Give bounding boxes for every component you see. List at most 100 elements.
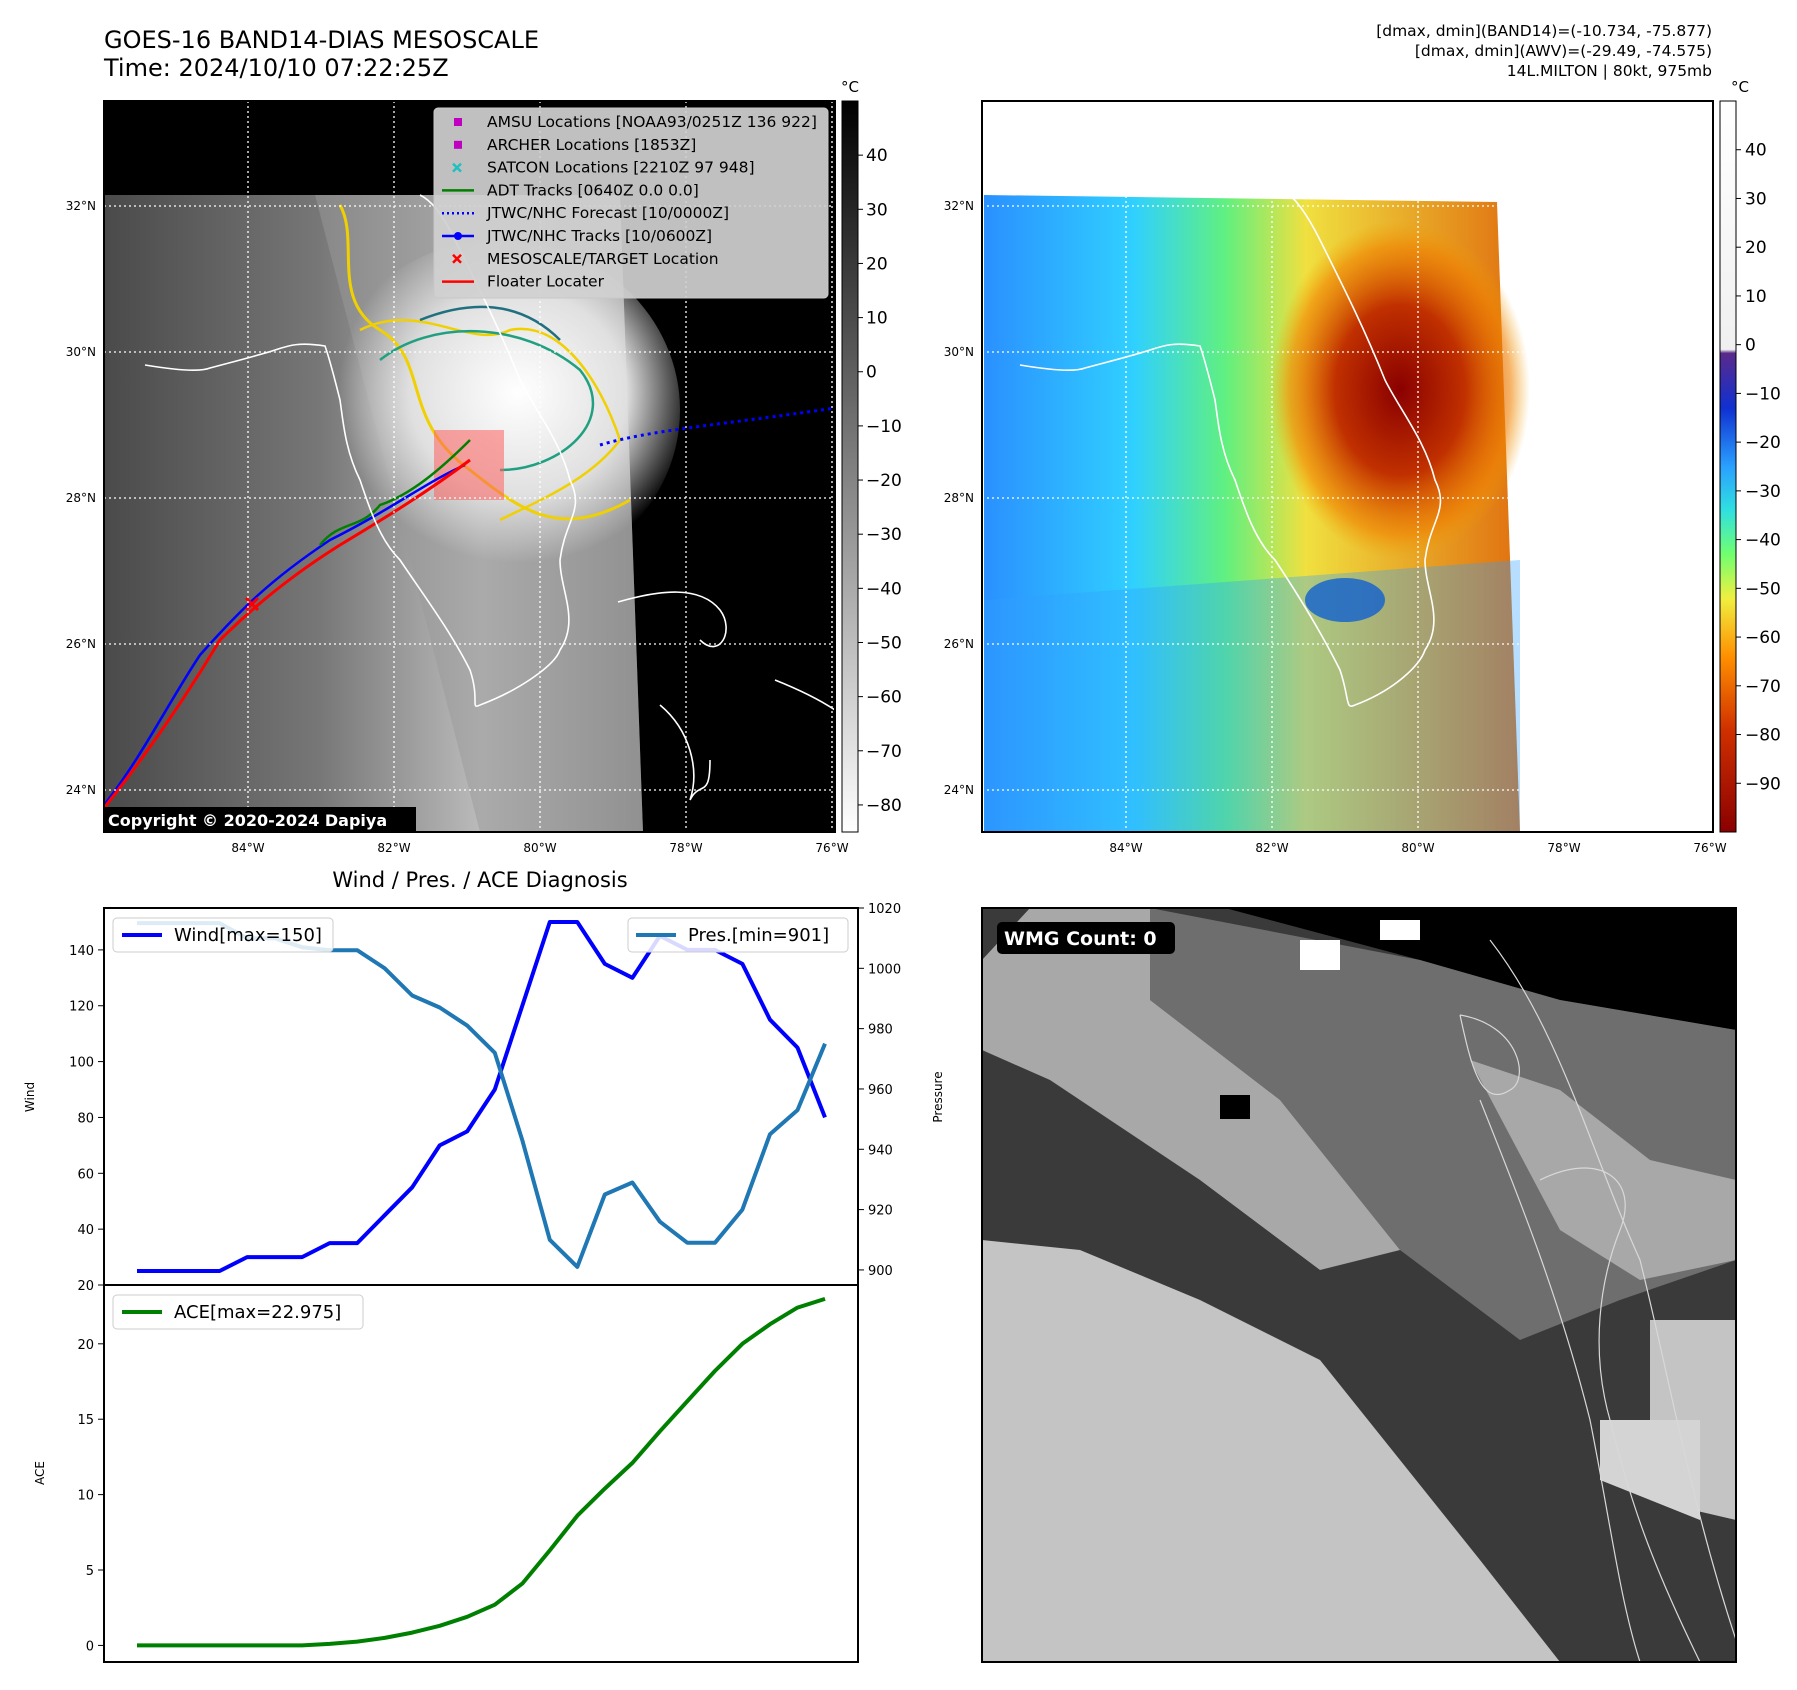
- gray-colorbar-tick-label: −50: [866, 633, 902, 653]
- wmg-warmest-region: [982, 1240, 1560, 1662]
- lon-label: 78°W: [669, 841, 702, 855]
- gray-colorbar-tick-label: −30: [866, 525, 902, 545]
- ace-tick-label: 10: [77, 1489, 94, 1504]
- ace-chart: 0 5 10 15 20 ACE[max=22.975]: [77, 1285, 858, 1662]
- ace-legend-label: ACE[max=22.975]: [174, 1302, 341, 1323]
- ace-axis-label: ACE: [33, 1461, 47, 1485]
- gray-colorbar-tick-label: −20: [866, 471, 902, 491]
- color-colorbar-tick-label: 30: [1745, 189, 1767, 209]
- lon-label: 84°W: [231, 841, 264, 855]
- color-colorbar-tick-label: −30: [1745, 482, 1781, 502]
- floater-track: [104, 458, 471, 809]
- legend-entry: AMSU Locations [NOAA93/0251Z 136 922]: [454, 113, 817, 131]
- color-colorbar-tick-label: −80: [1745, 726, 1781, 746]
- legend-entry: JTWC/NHC Forecast [10/0000Z]: [442, 204, 729, 222]
- gray-colorbar-tick-label: −60: [866, 688, 902, 708]
- lat-label: 26°N: [66, 637, 96, 651]
- pressure-tick-label: 960: [868, 1083, 893, 1098]
- lon-label: 76°W: [815, 841, 848, 855]
- legend-entry: ADT Tracks [0640Z 0.0 0.0]: [442, 181, 699, 199]
- legend-label: ADT Tracks [0640Z 0.0 0.0]: [487, 181, 699, 199]
- copyright-box: [104, 807, 416, 831]
- adt-track: [319, 439, 471, 546]
- wmg-warm-region: [982, 908, 1400, 1270]
- gray-colorbar-tick-label: 20: [866, 254, 888, 274]
- wind-tick-label: 140: [69, 944, 94, 959]
- wind-pressure-chart: 20 40 60 80 100 120 140 900 920 940 960 980 1000 1020…: [69, 902, 901, 1294]
- lon-label: 78°W: [1547, 841, 1580, 855]
- wind-tick-label: 120: [69, 1000, 94, 1015]
- ace-legend-box: [112, 1294, 364, 1330]
- wind-axis-label: Wind: [23, 1082, 37, 1112]
- color-colorbar-unit: °C: [1731, 78, 1749, 96]
- legend-entry: JTWC/NHC Tracks [10/0600Z]: [442, 227, 712, 245]
- lon-label: 80°W: [1401, 841, 1434, 855]
- pressure-tick-label: 1000: [868, 962, 901, 977]
- wind-tick-label: 40: [77, 1223, 94, 1238]
- gray-colorbar-tick-label: −40: [866, 579, 902, 599]
- gray-colorbar-unit: °C: [841, 78, 859, 96]
- wv-map-panel: [981, 100, 1714, 833]
- lon-label: 80°W: [523, 841, 556, 855]
- lat-label: 24°N: [944, 783, 974, 797]
- wind-legend-box: [112, 917, 334, 953]
- color-colorbar-tick-label: −10: [1745, 384, 1781, 404]
- ace-legend: ACE[max=22.975]: [112, 1294, 364, 1330]
- pressure-tick-label: 980: [868, 1023, 893, 1038]
- forecast-track: [599, 406, 835, 447]
- legend-marker-x: [452, 253, 462, 264]
- legend-label: JTWC/NHC Tracks [10/0600Z]: [486, 227, 712, 245]
- ace-tick-label: 5: [86, 1564, 94, 1579]
- ir-map-panel: AMSU Locations [NOAA93/0251Z 136 922] ARC…: [103, 100, 836, 833]
- wind-tick-label: 60: [77, 1167, 94, 1182]
- ace-tick-label: 0: [86, 1639, 94, 1654]
- pressure-legend: Pres.[min=901]: [627, 917, 849, 953]
- pressure-tick-label: 920: [868, 1204, 893, 1219]
- pressure-axis-label: Pressure: [931, 1071, 945, 1122]
- chart-title: GOES-16 BAND14-DIAS MESOSCALE: [104, 26, 540, 54]
- legend-entry: Floater Locater: [442, 273, 605, 291]
- lat-label: 32°N: [944, 199, 974, 213]
- gray-colorbar-tick-label: −70: [866, 742, 902, 762]
- lon-label: 84°W: [1109, 841, 1142, 855]
- color-colorbar-tick-label: 10: [1745, 287, 1767, 307]
- wv-coastline: [1019, 194, 1442, 707]
- map-legend: AMSU Locations [NOAA93/0251Z 136 922] ARC…: [433, 107, 829, 299]
- color-colorbar-tick-label: 20: [1745, 238, 1767, 258]
- map2-gridlines: [982, 101, 1713, 832]
- gray-colorbar-tick-label: −80: [866, 796, 902, 816]
- legend-label: AMSU Locations [NOAA93/0251Z 136 922]: [487, 113, 817, 131]
- contour-yellow: [338, 204, 631, 521]
- color-colorbar-tick-label: −60: [1745, 628, 1781, 648]
- legend-label: ARCHER Locations [1853Z]: [487, 136, 696, 154]
- gray-colorbar-tick-label: 10: [866, 309, 888, 329]
- legend-marker-square: [454, 140, 462, 149]
- lat-label: 26°N: [944, 637, 974, 651]
- color-colorbar-tick-label: −50: [1745, 579, 1781, 599]
- wmg-count-label: WMG Count: 0: [1004, 928, 1157, 950]
- legend-label: JTWC/NHC Forecast [10/0000Z]: [486, 204, 729, 222]
- legend-label: MESOSCALE/TARGET Location: [487, 250, 719, 268]
- gray-colorbar-tick-label: −10: [866, 417, 902, 437]
- best-track: [104, 463, 466, 806]
- wind-tick-label: 100: [69, 1056, 94, 1071]
- lat-label: 28°N: [944, 491, 974, 505]
- contour-teal: [379, 330, 595, 472]
- ace-line: [137, 1296, 826, 1648]
- wind-tick-label: 20: [77, 1279, 94, 1294]
- legend-marker-dot: [454, 232, 462, 240]
- lat-label: 32°N: [66, 199, 96, 213]
- pressure-tick-label: 900: [868, 1264, 893, 1279]
- lat-label: 30°N: [66, 345, 96, 359]
- legend-label: Floater Locater: [487, 273, 605, 291]
- wmg-coastline: [1459, 939, 1736, 1662]
- lat-label: 28°N: [66, 491, 96, 505]
- stat-awv: [dmax, dmin](AWV)=(-29.49, -74.575): [1414, 42, 1712, 60]
- color-colorbar-tick-label: −20: [1745, 433, 1781, 453]
- legend-label: SATCON Locations [2210Z 97 948]: [487, 159, 755, 177]
- stat-storm: 14L.MILTON | 80kt, 975mb: [1506, 62, 1712, 80]
- color-colorbar-tick-label: −90: [1745, 774, 1781, 794]
- wv-storm-core: [1270, 220, 1530, 560]
- ace-tick-label: 20: [77, 1338, 94, 1353]
- gray-colorbar: °C 40 30 20 10 0 −10 −20 −30 −40 −50 −60 −70 −80: [841, 78, 902, 833]
